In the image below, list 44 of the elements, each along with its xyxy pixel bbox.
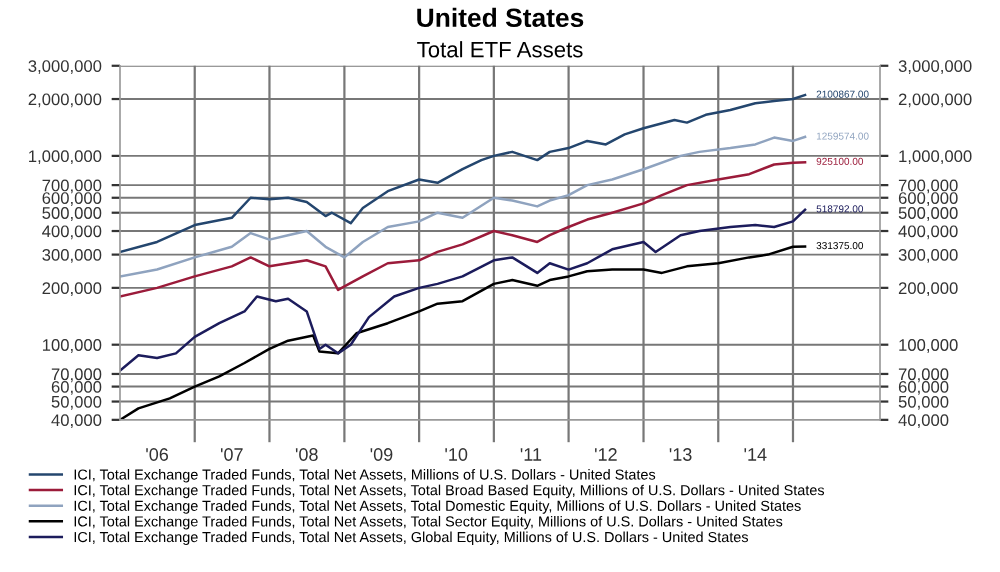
y-tick-label: 400,000 [898,225,958,240]
x-tick-label: '12 [595,448,617,461]
y-tick-label: 1,000,000 [899,150,972,165]
y-tick-label: 40,000 [898,414,949,429]
line-series [120,93,807,254]
x-tick-label: '06 [146,448,169,461]
y-tick-label: 2,000,000 [898,93,972,108]
text: 400,000 [42,225,102,240]
x-tick-label: '13 [669,448,692,461]
text: 600,000 [42,192,102,206]
x-tick-label: '09 [370,448,393,461]
text: 50,000 [51,395,102,410]
x-tick-label: '08 [295,448,318,461]
chart-subtitle: Total ETF Assets [417,41,583,58]
text: 300,000 [42,249,102,263]
text: 40,000 [51,414,102,429]
chart-title: United States [417,7,584,28]
y-tick-label: 70,000 [898,368,949,383]
text: 60,000 [51,381,102,395]
y-tick-label: 100,000 [899,339,958,353]
line-series [120,135,807,278]
x-tick-label: '10 [445,448,468,461]
text: 100,000 [42,339,102,353]
x-tick-label: '11 [520,448,542,461]
y-tick-label: 50,000 [898,395,949,410]
text: 3,000,000 [28,60,102,74]
text: 2,000,000 [28,93,102,108]
y-tick-label: 600,000 [898,192,958,206]
line-series [120,208,807,372]
x-tick-label: '07 [220,448,243,461]
text: 1,000,000 [29,150,102,165]
text: 500,000 [42,207,102,221]
y-tick-label: 200,000 [898,282,958,297]
line-series [120,161,807,298]
y-tick-label: 60,000 [898,381,949,395]
line-series [120,245,807,420]
text: 70,000 [51,368,102,383]
y-tick-label: 3,000,000 [898,60,972,74]
text: 700,000 [42,179,102,194]
y-tick-label: 300,000 [898,249,958,263]
y-tick-label: 700,000 [898,179,958,194]
y-tick-label: 500,000 [898,207,958,221]
x-tick-label: '14 [744,448,767,461]
text: 200,000 [42,282,102,297]
